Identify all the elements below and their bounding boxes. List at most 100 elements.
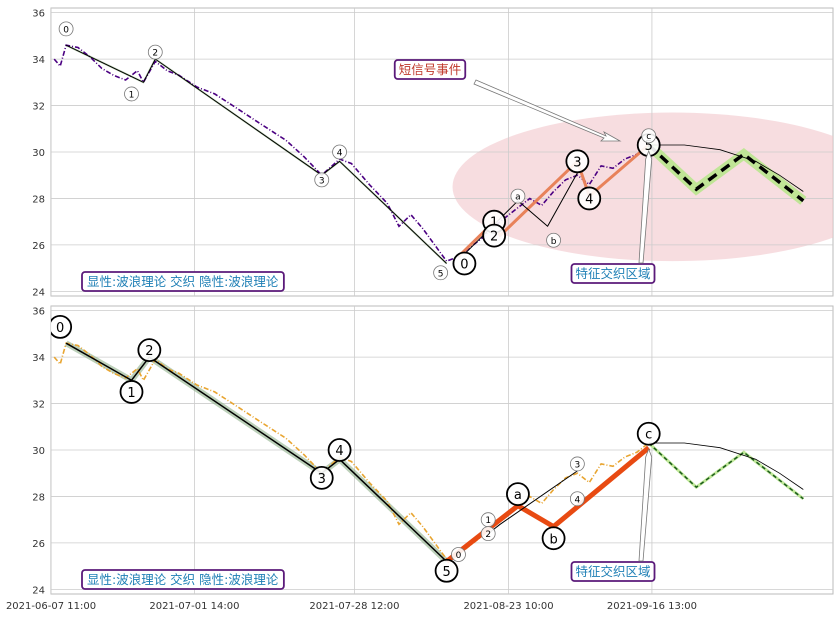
y-tick-label: 36	[32, 307, 45, 318]
wave-label-text: a	[515, 193, 521, 203]
wave-label-circle	[541, 526, 566, 551]
y-tick-label: 28	[32, 492, 45, 503]
wave-label-circle	[309, 465, 334, 490]
wave-label-circle	[137, 338, 162, 363]
x-tick-label: 2021-09-16 13:00	[607, 601, 697, 612]
y-tick-label: 26	[32, 241, 45, 252]
forecast-arc	[648, 144, 804, 192]
wave-label-circle	[58, 21, 74, 37]
price-series-line	[53, 44, 650, 263]
wave-label-text: 2	[490, 230, 498, 245]
wave-label-text: 0	[56, 321, 64, 336]
wave-label-circle	[119, 380, 144, 404]
wave-label-text: 3	[575, 460, 581, 470]
feature-zone-arrow	[638, 149, 653, 264]
wave-label-circle	[482, 223, 507, 248]
x-tick-label: 2021-07-01 14:00	[149, 601, 239, 612]
wave-label-text: 0	[456, 551, 462, 561]
wave-label-text: 4	[335, 444, 343, 459]
wave-label-text: 2	[485, 530, 491, 540]
y-tick-label: 28	[32, 194, 45, 205]
wave-label-text: 3	[319, 176, 325, 186]
wave-label-circle	[452, 251, 477, 276]
wave-label-circle	[569, 456, 585, 472]
panel-label-text: 显性:波浪理论 交织 隐性:波浪理论	[87, 274, 279, 289]
panel-label-box	[81, 271, 285, 292]
y-tick-label: 32	[32, 102, 45, 113]
wave-label-circle	[636, 421, 661, 446]
wave-label-circle	[569, 491, 585, 507]
wave-label-circle	[451, 547, 466, 562]
wave-label-circle	[641, 128, 657, 144]
forecast-line	[647, 143, 805, 203]
wave-label-circle	[506, 482, 530, 507]
wave-label-text: 4	[585, 192, 593, 207]
wave-label-circle	[510, 188, 526, 204]
wave-label-text: b	[549, 532, 557, 547]
panel-label-box	[81, 569, 285, 590]
wave-label-circle	[546, 232, 561, 248]
short-signal-arrow	[473, 79, 622, 142]
y-tick-label: 24	[32, 585, 45, 596]
x-tick-label: 2021-07-28 12:00	[309, 601, 399, 612]
wave-label-text: 2	[145, 344, 153, 359]
wave-label-circle	[577, 186, 602, 211]
wave-label-text: 3	[573, 155, 581, 170]
forecast-line	[648, 442, 804, 500]
y-tick-label: 26	[32, 539, 45, 550]
wave-label-circle	[51, 315, 73, 339]
y-tick-label: 30	[32, 148, 45, 159]
feature-zone-text: 特征交织区域	[575, 266, 650, 281]
wave-label-circle	[314, 172, 330, 188]
y-tick-label: 30	[32, 446, 45, 457]
wave-label-text: 0	[460, 257, 468, 272]
wave-label-text: 1	[485, 516, 491, 526]
wave-label-circle	[480, 526, 496, 542]
y-tick-label: 32	[32, 400, 45, 411]
wave-label-text: b	[551, 237, 557, 247]
y-tick-label: 36	[32, 9, 45, 20]
feature-zone-text: 特征交织区域	[575, 564, 650, 579]
feature-zone-arrow	[638, 447, 653, 562]
wave-label-text: 2	[152, 49, 158, 59]
wave-label-circle	[124, 86, 139, 102]
x-tick-label: 2021-08-23 10:00	[463, 601, 553, 612]
wave-line	[65, 342, 448, 563]
wave-label-circle	[433, 265, 449, 281]
feature-zone-box	[570, 561, 656, 582]
wave-label-text: a	[514, 488, 522, 503]
price-series-line	[53, 342, 650, 561]
y-tick-label: 34	[32, 55, 45, 66]
forecast-arc	[648, 442, 804, 490]
feature-zone-box	[570, 263, 656, 284]
wave-label-text: 4	[575, 495, 581, 505]
feature-ellipse	[452, 112, 833, 262]
wave-label-circle	[147, 44, 163, 60]
wave-label-text: 5	[438, 269, 444, 279]
short-signal-box	[393, 59, 467, 80]
wave-label-text: 1	[127, 386, 135, 401]
wave-label-circle	[434, 558, 459, 583]
wave-label-text: 1	[129, 90, 135, 100]
wave-label-text: c	[646, 132, 651, 142]
wave-label-text: c	[645, 428, 652, 443]
wave-label-text: 3	[318, 472, 326, 487]
panel-label-text: 显性:波浪理论 交织 隐性:波浪理论	[87, 572, 279, 587]
y-tick-label: 24	[32, 287, 45, 298]
wave-label-text: 1	[490, 216, 498, 231]
wave-label-circle	[565, 149, 590, 174]
wave-label-text: 0	[63, 25, 69, 35]
wave-label-text: 4	[337, 149, 343, 159]
x-tick-label: 2021-06-07 11:00	[6, 601, 96, 612]
wave-label-circle	[332, 144, 347, 160]
short-signal-text: 短信号事件	[399, 62, 462, 77]
wave-label-text: 5	[442, 565, 450, 580]
wave-label-circle	[327, 438, 352, 462]
wave-label-text: 5	[645, 139, 653, 154]
